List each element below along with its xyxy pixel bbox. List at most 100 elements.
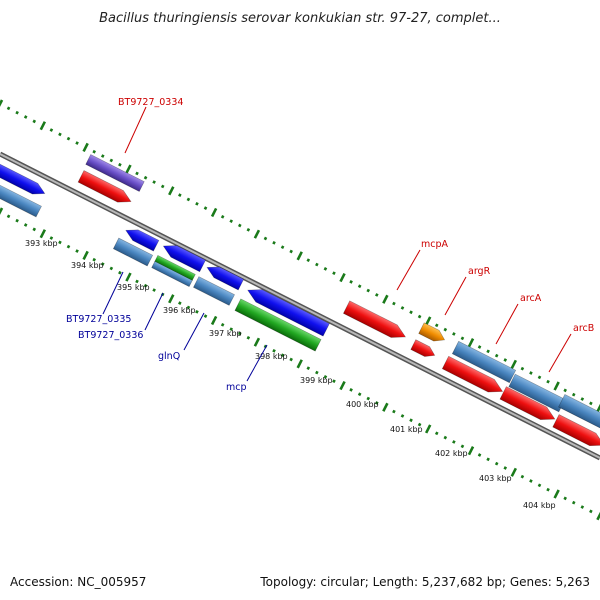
tick-mark — [178, 301, 182, 305]
tick-mark — [15, 218, 19, 223]
tick-mark — [409, 418, 413, 423]
genome-summary-text: Topology: circular; Length: 5,237,682 bp… — [259, 575, 590, 589]
gene-label-glnq[interactable]: glnQ — [158, 351, 180, 362]
tick-mark — [23, 115, 28, 119]
tick-mark — [315, 262, 319, 267]
gene-label-arca[interactable]: arcA — [520, 293, 542, 304]
tick-mark — [229, 219, 234, 223]
gene-label-argr[interactable]: argR — [468, 266, 491, 277]
tick-mark — [553, 381, 560, 391]
tick-mark — [160, 184, 165, 189]
tick-mark — [546, 379, 550, 384]
kbp-label: 398 kbp — [255, 352, 288, 361]
tick-mark — [452, 332, 456, 336]
gene-bt9727-0336 — [162, 245, 206, 273]
leader-line — [396, 249, 421, 291]
tick-mark — [272, 349, 276, 353]
tick-mark — [494, 461, 499, 466]
leader-line — [144, 292, 164, 331]
leader-line — [183, 312, 205, 351]
tick-mark — [280, 353, 285, 358]
tick-mark — [220, 214, 225, 219]
tick-mark — [58, 132, 62, 137]
gene-mcpa — [418, 322, 446, 342]
tick-mark — [424, 316, 432, 326]
tick-mark — [229, 327, 234, 331]
tick-mark — [0, 207, 4, 215]
gene-arcb — [508, 373, 566, 413]
tick-mark — [246, 335, 251, 340]
kbp-label: 395 kbp — [117, 283, 150, 292]
tick-mark — [332, 379, 336, 384]
gene-label-mcpa[interactable]: mcpA — [421, 239, 449, 250]
tick-mark — [109, 158, 114, 163]
gene-label-bt0334[interactable]: BT9727_0334 — [118, 97, 183, 108]
tick-mark — [118, 270, 122, 275]
tick-mark — [417, 314, 422, 319]
gene-mcp — [247, 289, 330, 337]
tick-mark — [510, 359, 518, 369]
tick-mark — [6, 214, 11, 219]
tick-mark — [520, 366, 525, 371]
gene-bt9727-0334 — [85, 154, 145, 192]
tick-mark — [339, 380, 346, 391]
backbone — [0, 151, 600, 461]
tick-mark — [135, 279, 139, 284]
tick-mark — [503, 466, 508, 470]
tick-mark — [486, 457, 490, 462]
leader-line — [102, 271, 124, 315]
gene-steel-3 — [193, 276, 235, 306]
leader-line — [548, 333, 572, 373]
kbp-label: 403 kbp — [479, 474, 512, 483]
tick-mark — [460, 336, 465, 341]
tick-mark — [546, 487, 550, 492]
tick-mark — [580, 505, 585, 509]
tick-mark — [195, 201, 199, 206]
tick-mark — [100, 154, 105, 158]
tick-mark — [0, 99, 4, 107]
tick-mark — [143, 175, 148, 180]
tick-mark — [589, 401, 593, 406]
tick-mark — [477, 345, 482, 349]
tick-mark — [118, 162, 122, 167]
gene-labels: BT9727_0334 mcpA argR arcA arcB BT9727_0335 BT… — [66, 97, 594, 393]
tick-mark — [529, 371, 533, 375]
kbp-label: 404 kbp — [523, 501, 556, 510]
tick-mark — [349, 280, 353, 284]
gene-green-long — [234, 298, 322, 352]
gene-label-mcp[interactable]: mcp — [226, 382, 247, 393]
tick-mark — [357, 392, 362, 397]
gene-label-bt0335[interactable]: BT9727_0335 — [66, 314, 131, 325]
gene-label-bt0336[interactable]: BT9727_0336 — [78, 330, 143, 341]
tick-mark — [323, 375, 328, 379]
tick-mark — [289, 357, 293, 362]
tick-mark — [66, 136, 71, 141]
tick-mark — [66, 244, 71, 249]
tick-mark — [400, 414, 405, 418]
tick-mark — [186, 197, 191, 202]
tick-mark — [125, 164, 132, 174]
tick-mark — [375, 401, 379, 405]
tick-mark — [23, 223, 28, 227]
tick-mark — [571, 500, 576, 505]
tick-mark — [92, 257, 96, 262]
tick-mark — [323, 267, 328, 271]
tick-mark — [15, 110, 19, 115]
tick-mark — [39, 121, 47, 131]
kbp-label: 393 kbp — [25, 239, 58, 248]
tick-mark — [220, 322, 225, 327]
tick-mark — [520, 474, 525, 479]
tick-mark — [210, 207, 218, 218]
tick-mark — [366, 396, 371, 401]
tick-mark — [49, 128, 54, 132]
tick-mark — [537, 483, 542, 488]
gene-label-arcb[interactable]: arcB — [573, 323, 594, 334]
tick-mark — [357, 284, 362, 289]
tick-mark — [589, 509, 593, 514]
tick-mark — [477, 453, 482, 457]
tick-mark — [168, 186, 175, 196]
tick-mark — [263, 344, 268, 349]
kbp-label: 397 kbp — [209, 329, 242, 338]
tick-mark — [168, 294, 175, 304]
